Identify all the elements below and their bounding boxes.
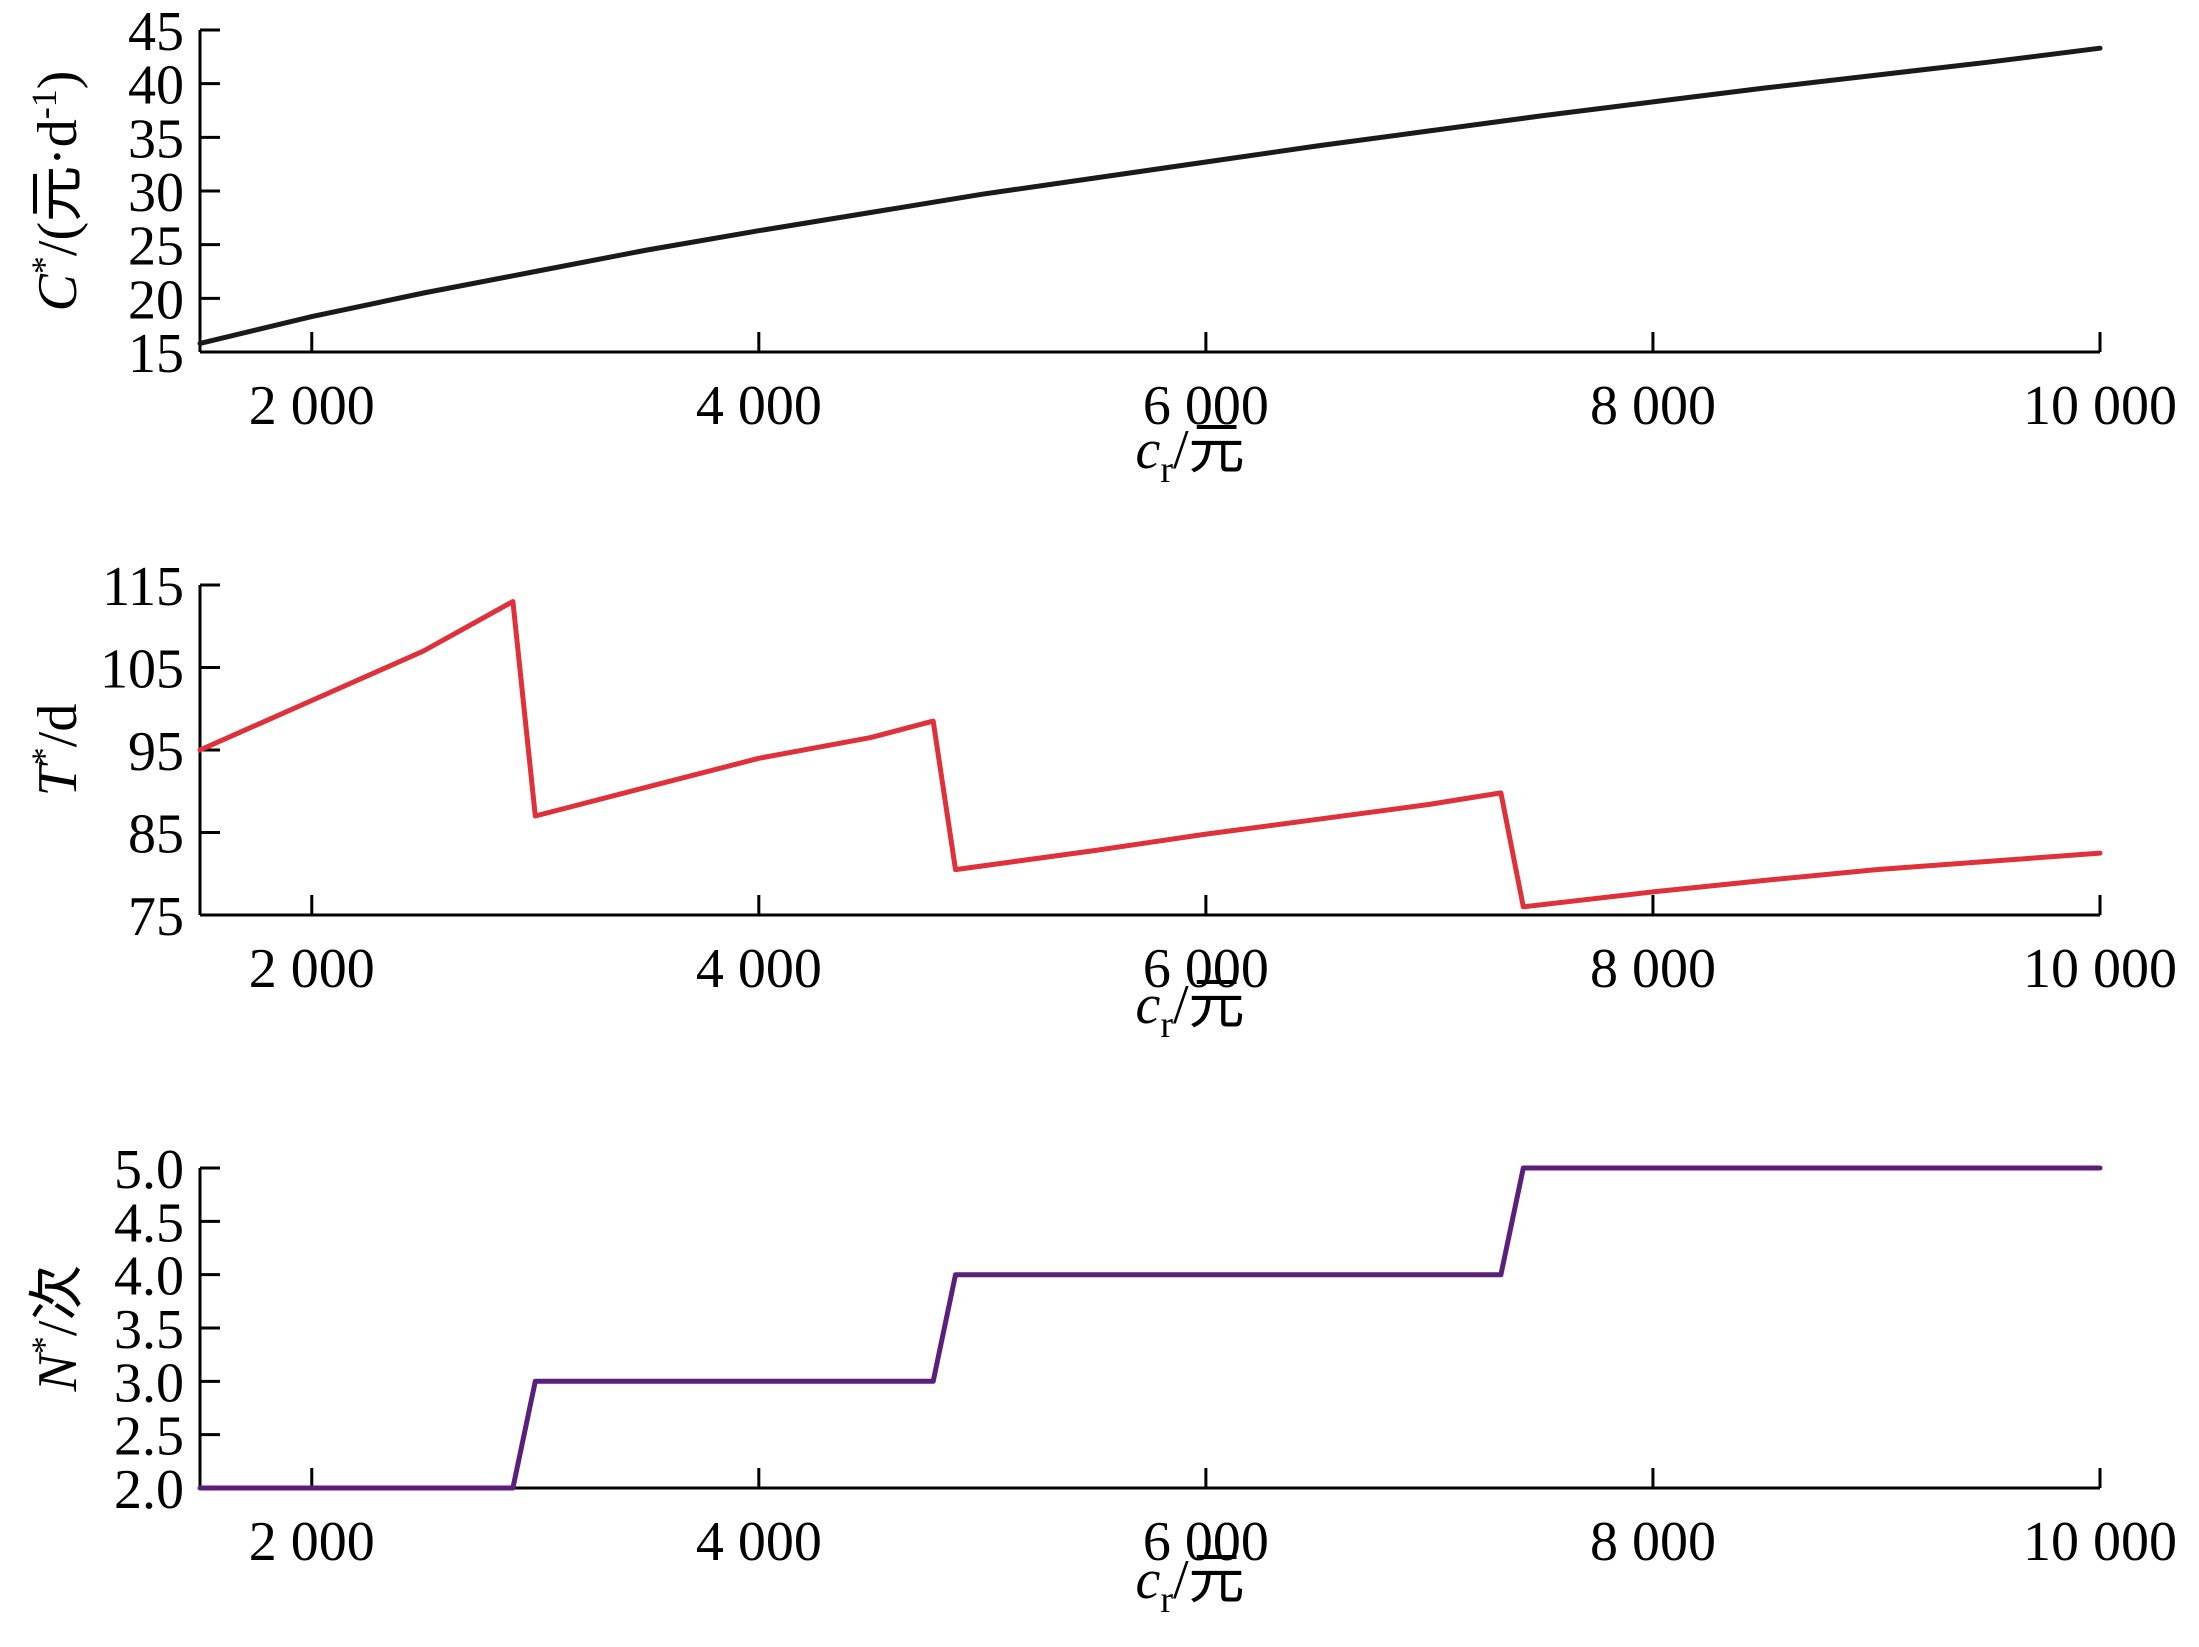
y-tick-label: 75 [128, 886, 184, 948]
y-tick-label: 95 [128, 721, 184, 783]
x-axis-title: cr/元 [1135, 419, 1244, 491]
y-tick-label: 25 [128, 216, 184, 278]
y-tick-label: 3.5 [114, 1299, 184, 1361]
x-axis-title: cr/元 [1135, 1549, 1244, 1621]
y-axis-title: C*/(元·d-1) [24, 71, 89, 312]
y-tick-label: 40 [128, 55, 184, 117]
y-tick-label: 35 [128, 108, 184, 170]
x-tick-label: 10 000 [2023, 938, 2177, 1000]
y-tick-label: 4.0 [114, 1246, 184, 1308]
y-axis-title: N*/次 [24, 1265, 89, 1393]
panel-1: 2 000 4 000 6 000 8 000 10 000 15202530354045… [24, 1, 2177, 491]
x-tick-label: 6 000 [1143, 938, 1269, 1000]
y-tick-label: 2.5 [114, 1406, 184, 1468]
series-line-1 [197, 45, 2103, 346]
x-tick-label: 10 000 [2023, 1511, 2177, 1573]
y-tick-label: 85 [128, 804, 184, 866]
x-tick-label: 2 000 [249, 1511, 375, 1573]
x-tick-label: 6 000 [1143, 375, 1269, 437]
y-tick-label: 4.5 [114, 1192, 184, 1254]
x-tick-label: 8 000 [1590, 375, 1716, 437]
y-tick-label: 2.0 [114, 1459, 184, 1521]
x-tick-label: 4 000 [696, 375, 822, 437]
y-axis-title: T*/d [24, 704, 89, 797]
panel-2: 2 000 4 000 6 000 8 000 10 000 75 85 95 105 115 cr… [24, 556, 2177, 1046]
x-tick-label: 6 000 [1143, 1511, 1269, 1573]
x-tick-label: 4 000 [696, 1511, 822, 1573]
x-tick-label: 8 000 [1590, 938, 1716, 1000]
x-tick-label: 8 000 [1590, 1511, 1716, 1573]
x-tick-label: 4 000 [696, 938, 822, 1000]
y-tick-label: 105 [100, 639, 184, 701]
x-tick-label: 2 000 [249, 938, 375, 1000]
panel-3: 2 000 4 000 6 000 8 000 10 0002.02.53.03.54.… [24, 1139, 2177, 1621]
y-tick-label: 30 [128, 162, 184, 224]
series-line-2 [197, 599, 2103, 910]
y-tick-label: 3.0 [114, 1352, 184, 1414]
y-tick-label: 115 [102, 556, 184, 618]
y-tick-label: 5.0 [114, 1139, 184, 1201]
y-tick-label: 20 [128, 269, 184, 331]
y-tick-label: 45 [128, 1, 184, 63]
x-tick-label: 2 000 [249, 375, 375, 437]
series-line-3 [197, 1165, 2103, 1491]
x-axis-title: cr/元 [1135, 974, 1244, 1046]
y-tick-label: 15 [128, 323, 184, 385]
x-tick-label: 10 000 [2023, 375, 2177, 437]
